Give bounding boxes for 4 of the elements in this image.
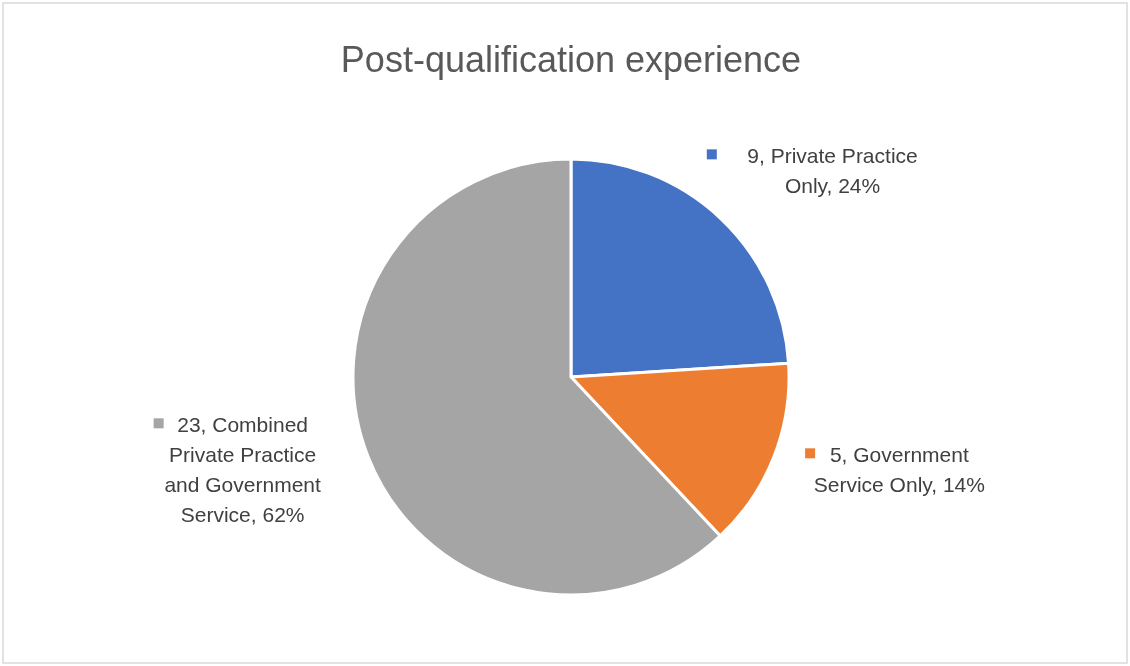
legend-label: 9, Private Practice Only, 24% bbox=[747, 144, 918, 198]
legend-label: 23, Combined Private Practice and Government Service, 62% bbox=[164, 413, 322, 527]
chart-title: Post-qualification experience bbox=[340, 39, 802, 80]
legend-label: 5, Government Service Only, 14% bbox=[813, 443, 985, 497]
